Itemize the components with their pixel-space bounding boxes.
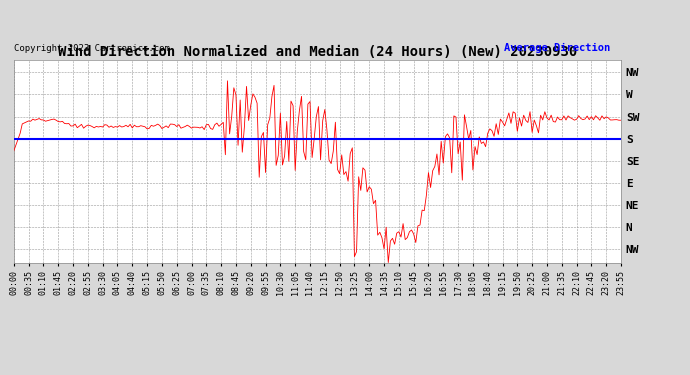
Title: Wind Direction Normalized and Median (24 Hours) (New) 20230930: Wind Direction Normalized and Median (24…	[58, 45, 577, 59]
Text: Copyright 2023 Cartronics.com: Copyright 2023 Cartronics.com	[14, 44, 170, 52]
Text: Average Direction: Average Direction	[504, 43, 610, 52]
